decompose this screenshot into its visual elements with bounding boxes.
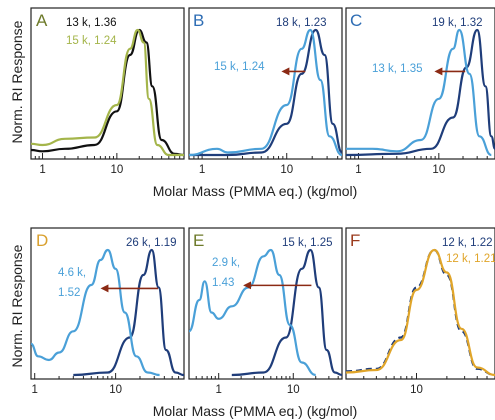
panel-d-annotations: D 26 k, 1.19 4.6 k, 1.52: [36, 231, 177, 299]
panel-f-x-tick-label: 10: [410, 384, 423, 396]
panel-b-series-2-line: [188, 28, 343, 157]
x-axis-label-bottom: Molar Mass (PMMA eq.) (kg/mol): [153, 403, 358, 419]
panels-group: 1 10 1 10 1 10 1 10 1 10 10: [30, 7, 495, 396]
panel-c-series-2-line: [346, 28, 492, 157]
panel-f-series-2-label: 12 k, 1.21: [446, 253, 495, 265]
panel-b-annotations: B 18 k, 1.23 15 k, 1.24: [193, 11, 327, 73]
panel-f-series-2-line: [345, 248, 495, 377]
panel-d-x-tick-label: 1: [31, 384, 37, 396]
panel-f-frame: [345, 227, 495, 380]
panel-c-x-tick-label: 10: [432, 164, 445, 176]
panel-a-series-1-label: 13 k, 1.36: [66, 17, 117, 29]
panel-e-annotations: E 15 k, 1.25 2.9 k, 1.43: [193, 231, 333, 289]
panel-a-x-tick-label: 10: [110, 164, 123, 176]
panel-c-x-tick-label: 1: [355, 164, 361, 176]
panel-d-x-tick-label: 10: [109, 384, 122, 396]
panel-c-label: C: [350, 11, 362, 30]
panel-e-x-tick-label: 10: [287, 384, 300, 396]
panel-b-series-1-line: [189, 28, 344, 157]
panel-a-x-tick-label: 1: [39, 164, 45, 176]
x-axis-label-top: Molar Mass (PMMA eq.) (kg/mol): [153, 183, 358, 199]
panel-b-label: B: [193, 11, 204, 30]
panel-e-series-2-label-line1: 2.9 k,: [212, 257, 240, 269]
panel-e-series-2-line: [187, 248, 316, 377]
panel-b-x-tick-label: 1: [199, 164, 205, 176]
panel-b-series-1-label: 18 k, 1.23: [276, 17, 327, 29]
panel-e-series-1-label: 15 k, 1.25: [282, 237, 333, 249]
panel-f-label: F: [350, 231, 360, 250]
panel-a-series-2-label: 15 k, 1.24: [66, 35, 117, 47]
panel-b-x-tick-label: 10: [280, 164, 293, 176]
panel-f-series-1-line: [345, 248, 495, 377]
panel-a-series-1-line: [30, 28, 185, 157]
panel-e-x-tick-label: 1: [215, 384, 221, 396]
panel-d-series-2-label-line1: 4.6 k,: [58, 267, 86, 279]
panel-e-series-2-label-line2: 1.43: [212, 277, 234, 289]
panel-d-series-1-line: [73, 248, 185, 377]
panel-a-annotations: A 13 k, 1.36 15 k, 1.24: [36, 11, 117, 47]
panel-b-series-2-label: 15 k, 1.24: [214, 61, 265, 73]
panel-d-series-2-line: [30, 248, 160, 377]
panel-a-label: A: [36, 11, 48, 30]
panel-d-series-2-label-line2: 1.52: [58, 287, 80, 299]
panel-e-label: E: [193, 231, 204, 250]
panel-e-series-1-line: [231, 248, 343, 377]
y-axis-label-top: Norm. RI Response: [9, 20, 25, 143]
panel-c-series-2-label: 13 k, 1.35: [372, 63, 423, 75]
panel-b-frame: [188, 7, 343, 160]
panel-a-series-2-line: [30, 28, 184, 157]
y-axis-label-bottom: Norm. RI Response: [9, 244, 25, 367]
panel-c-series-1-label: 19 k, 1.32: [432, 17, 483, 29]
panel-c-annotations: C 19 k, 1.32 13 k, 1.35: [350, 11, 483, 75]
panel-d-label: D: [36, 231, 48, 250]
panel-a-frame: [30, 7, 185, 160]
panel-d-series-1-label: 26 k, 1.19: [126, 237, 177, 249]
panel-f-annotations: F 12 k, 1.22 12 k, 1.21: [350, 231, 495, 265]
panel-f-series-1-label: 12 k, 1.22: [442, 237, 493, 249]
panel-e-frame: [188, 227, 343, 380]
